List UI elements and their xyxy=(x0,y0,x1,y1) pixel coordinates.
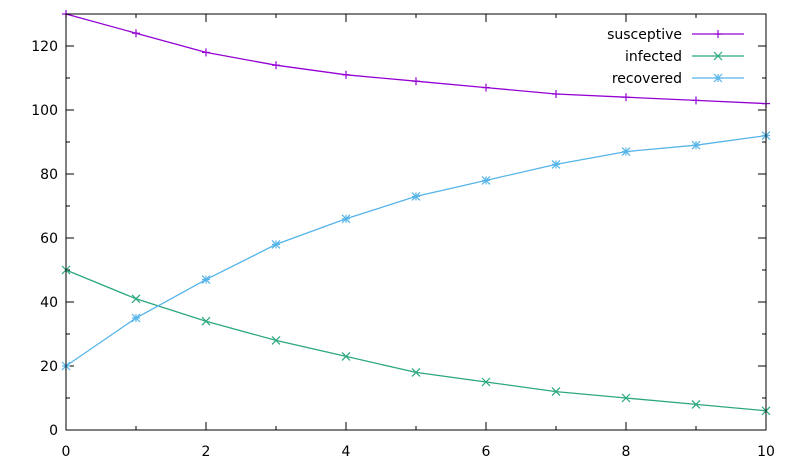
infected-line xyxy=(65,269,767,412)
legend-label-susceptive: susceptive xyxy=(607,27,682,43)
x-tick-label: 8 xyxy=(622,444,631,460)
recovered-point xyxy=(201,275,211,285)
infected-point xyxy=(551,387,561,397)
infected-point xyxy=(621,393,631,403)
recovered-point xyxy=(621,147,631,157)
marker-stroke xyxy=(201,316,211,326)
recovered-point xyxy=(691,140,701,150)
recovered-point xyxy=(271,239,281,249)
x-tick-label: 4 xyxy=(342,444,351,460)
legend-marker-infected xyxy=(713,51,723,61)
marker-stroke xyxy=(411,191,421,201)
marker-stroke xyxy=(481,175,491,185)
infected-point xyxy=(411,367,421,377)
y-tick-label: 60 xyxy=(40,231,58,247)
marker-stroke xyxy=(551,159,561,169)
y-tick-label: 100 xyxy=(31,103,58,119)
marker-stroke xyxy=(713,73,723,83)
marker-stroke xyxy=(551,387,561,397)
legend-label-infected: infected xyxy=(625,49,682,65)
y-tick-label: 120 xyxy=(31,39,58,55)
recovered-point xyxy=(551,159,561,169)
plot-series xyxy=(61,10,771,416)
infected-point xyxy=(481,377,491,387)
plot-frame xyxy=(65,13,767,431)
legend-label-recovered: recovered xyxy=(612,71,682,87)
marker-stroke xyxy=(131,294,141,304)
legend-marker-recovered xyxy=(713,73,723,83)
marker-stroke xyxy=(691,399,701,409)
y-tick-label: 20 xyxy=(40,359,58,375)
susceptive-point xyxy=(692,96,700,105)
susceptive-point xyxy=(552,90,560,98)
legend-marker-susceptive xyxy=(714,30,722,38)
legend: susceptive infected recovered xyxy=(607,27,744,87)
x-tick-label: 2 xyxy=(202,444,211,460)
recovered-point xyxy=(481,175,491,185)
y-tick-label: 40 xyxy=(40,295,58,311)
x-tick-label: 10 xyxy=(757,444,775,460)
susceptive-point xyxy=(132,29,140,38)
marker-stroke xyxy=(201,275,211,285)
recovered-point xyxy=(341,214,351,224)
infected-point xyxy=(341,351,351,361)
marker-stroke xyxy=(341,351,351,361)
marker-stroke xyxy=(621,147,631,157)
infected-point xyxy=(201,316,211,326)
susceptive-point xyxy=(412,77,420,86)
x-tick-label: 6 xyxy=(482,444,491,460)
x-tick-label: 0 xyxy=(62,444,71,460)
marker-stroke xyxy=(341,214,351,224)
marker-stroke xyxy=(691,140,701,150)
y-tick-label: 80 xyxy=(40,167,58,183)
susceptive-point xyxy=(202,48,210,57)
marker-stroke xyxy=(621,393,631,403)
marker-stroke xyxy=(131,313,141,323)
marker-stroke xyxy=(271,239,281,249)
susceptive-point xyxy=(342,70,350,79)
susceptive-point xyxy=(482,83,490,92)
y-tick-label: 0 xyxy=(49,423,58,439)
infected-point xyxy=(271,335,281,345)
recovered-point xyxy=(411,191,421,201)
recovered-line xyxy=(65,134,767,367)
marker-stroke xyxy=(481,377,491,387)
susceptive-point xyxy=(272,61,280,70)
recovered-point xyxy=(131,313,141,323)
infected-point xyxy=(131,294,141,304)
marker-stroke xyxy=(411,367,421,377)
axis-ticks: 0 20 40 60 80 100 120 0 2 4 6 8 10 xyxy=(31,14,775,460)
infected-point xyxy=(691,399,701,409)
marker-stroke xyxy=(713,51,723,61)
marker-stroke xyxy=(271,335,281,345)
susceptive-point xyxy=(622,93,630,102)
